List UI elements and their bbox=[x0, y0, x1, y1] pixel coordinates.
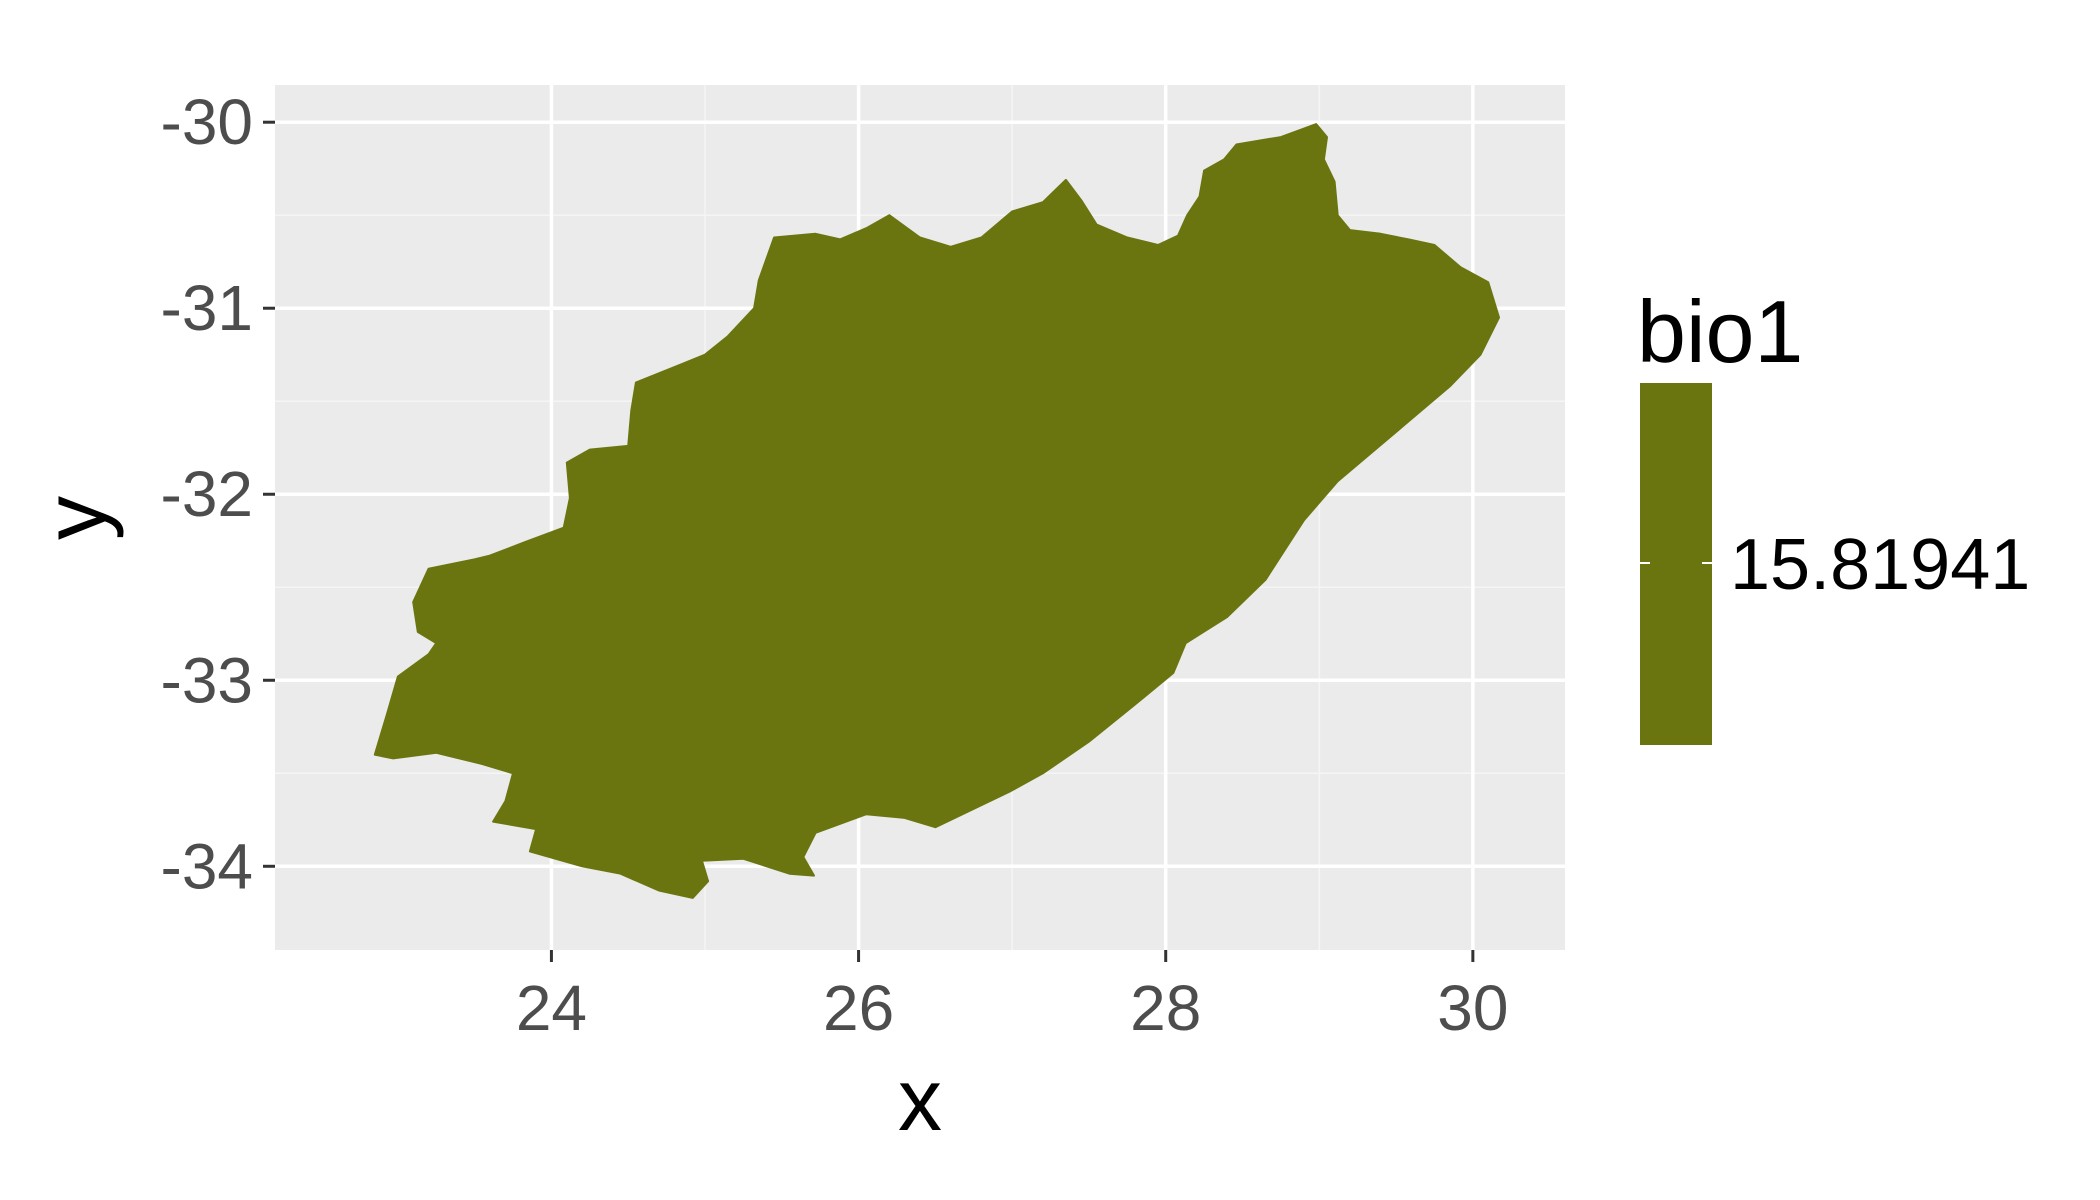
y-tick-label: -30 bbox=[161, 86, 254, 158]
y-tick-label: -31 bbox=[161, 272, 254, 344]
x-tick-label: 30 bbox=[1437, 972, 1508, 1044]
y-tick-label: -33 bbox=[161, 644, 254, 716]
y-tick-label: -34 bbox=[161, 830, 254, 902]
legend-title: bio1 bbox=[1637, 282, 1803, 381]
legend-color-swatch bbox=[1640, 383, 1712, 745]
x-tick-label: 26 bbox=[823, 972, 894, 1044]
x-tick-label: 28 bbox=[1130, 972, 1201, 1044]
x-tick-label: 24 bbox=[516, 972, 587, 1044]
y-tick-label: -32 bbox=[161, 458, 254, 530]
x-axis-title: x bbox=[898, 1050, 942, 1149]
y-axis-title: y bbox=[25, 496, 124, 540]
legend-value-label: 15.81941 bbox=[1730, 525, 2030, 605]
region-polygon bbox=[373, 123, 1500, 899]
axes: 24 26 28 30 -30 -31 -32 -33 -34 bbox=[161, 86, 1509, 1044]
